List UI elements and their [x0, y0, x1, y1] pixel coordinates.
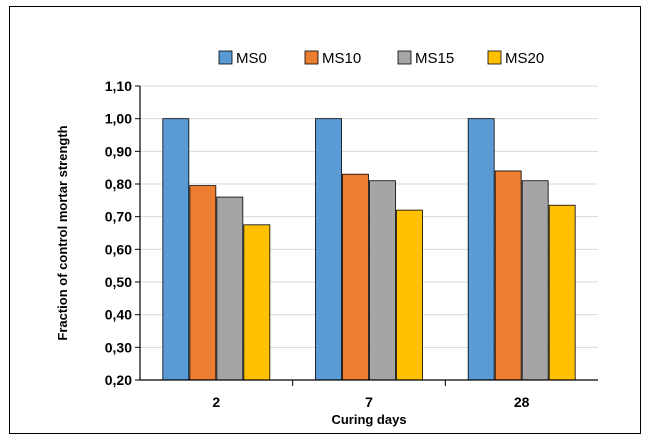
y-tick-label: 0,80: [105, 176, 132, 192]
y-tick-label: 0,90: [105, 143, 132, 159]
bar-ms15-28: [521, 180, 549, 381]
bar-ms20-28: [548, 204, 576, 381]
y-tick-labels: 0,20 0,30 0,40 0,50 0,60 0,70 0,80 0,90 1,00 1,10: [105, 78, 132, 388]
legend-label-ms20: MS20: [505, 50, 544, 67]
bar-ms0-28: [467, 118, 495, 381]
bar-ms10-2: [189, 185, 217, 381]
legend-label-ms0: MS0: [236, 50, 267, 67]
bar-ms20-7: [396, 209, 423, 381]
x-tick-label: 7: [365, 394, 373, 410]
x-tick-label: 2: [212, 394, 220, 410]
bar-ms15-7: [369, 180, 396, 381]
bar-ms0-2: [162, 118, 190, 381]
x-axis-title: Curing days: [331, 412, 406, 427]
y-tick-label: 0,20: [105, 372, 132, 388]
legend-swatch-ms10: [304, 50, 319, 65]
y-tick-label: 0,40: [105, 307, 132, 323]
bar-ms20-2: [243, 224, 271, 381]
legend-swatch-ms0: [218, 50, 233, 65]
axes-group: [135, 85, 598, 386]
y-tick-label: 1,00: [105, 111, 132, 127]
bar-ms10-28: [494, 170, 522, 381]
bar-ms0-7: [315, 118, 342, 381]
y-tick-label: 0,30: [105, 339, 132, 355]
y-axis-title: Fraction of control mortar strength: [55, 125, 70, 340]
bars-group: [162, 118, 576, 381]
y-tick-label: 0,50: [105, 274, 132, 290]
y-tick-label: 0,60: [105, 241, 132, 257]
legend: MS0 MS10 MS15 MS20: [218, 50, 544, 67]
legend-swatch-ms15: [397, 50, 412, 65]
x-tick-labels: 2 7 28: [212, 394, 529, 410]
y-tick-label: 0,70: [105, 209, 132, 225]
legend-label-ms10: MS10: [322, 50, 361, 67]
legend-swatch-ms20: [487, 50, 502, 65]
bar-ms15-2: [216, 196, 244, 381]
bar-ms10-7: [342, 173, 369, 381]
grid-lines: [140, 85, 598, 348]
legend-label-ms15: MS15: [415, 50, 454, 67]
y-tick-label: 1,10: [105, 78, 132, 94]
x-tick-label: 28: [514, 394, 530, 410]
